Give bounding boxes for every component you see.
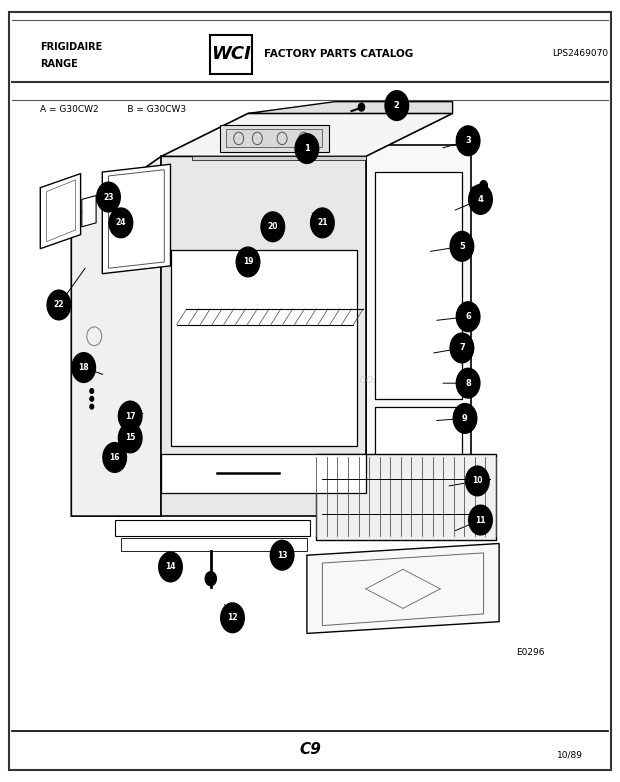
- Circle shape: [90, 389, 94, 393]
- Text: FRIGIDAIRE: FRIGIDAIRE: [40, 42, 102, 52]
- Text: 5: 5: [459, 242, 465, 251]
- Polygon shape: [71, 156, 161, 516]
- Text: 18: 18: [78, 363, 89, 372]
- Text: 16: 16: [110, 453, 120, 462]
- Text: 17: 17: [125, 411, 136, 421]
- Text: 14: 14: [166, 562, 175, 572]
- Circle shape: [159, 552, 182, 582]
- Polygon shape: [366, 145, 471, 489]
- Circle shape: [456, 368, 480, 398]
- Text: WCI: WCI: [211, 45, 251, 63]
- Text: 7: 7: [459, 343, 465, 353]
- Text: 8: 8: [465, 378, 471, 388]
- Polygon shape: [161, 156, 366, 516]
- Text: 12: 12: [228, 613, 237, 622]
- Text: 3: 3: [465, 136, 471, 145]
- Circle shape: [270, 540, 294, 570]
- Polygon shape: [316, 454, 496, 540]
- Circle shape: [221, 603, 244, 633]
- Circle shape: [118, 423, 142, 453]
- Polygon shape: [161, 454, 366, 493]
- Circle shape: [261, 212, 285, 242]
- Circle shape: [450, 333, 474, 363]
- Text: 1: 1: [304, 144, 310, 153]
- Polygon shape: [375, 172, 462, 399]
- Circle shape: [97, 182, 120, 212]
- Text: 10/89: 10/89: [557, 750, 583, 759]
- Text: eReplacementParts.com: eReplacementParts.com: [234, 373, 386, 386]
- Text: FACTORY PARTS CATALOG: FACTORY PARTS CATALOG: [264, 49, 413, 59]
- Text: 21: 21: [317, 218, 327, 228]
- Polygon shape: [220, 125, 329, 152]
- Polygon shape: [102, 164, 170, 274]
- Text: A = G30CW2          B = G30CW3: A = G30CW2 B = G30CW3: [40, 105, 187, 114]
- Circle shape: [236, 247, 260, 277]
- Polygon shape: [248, 102, 453, 113]
- Text: 10: 10: [472, 476, 482, 486]
- Circle shape: [450, 231, 474, 261]
- Text: 11: 11: [476, 515, 485, 525]
- Polygon shape: [226, 129, 322, 147]
- Text: 24: 24: [116, 218, 126, 228]
- Circle shape: [358, 103, 365, 111]
- Text: E0296: E0296: [516, 648, 544, 658]
- Circle shape: [311, 208, 334, 238]
- Polygon shape: [121, 538, 307, 551]
- Polygon shape: [192, 156, 366, 160]
- Text: 20: 20: [268, 222, 278, 231]
- Text: LPS2469070: LPS2469070: [552, 49, 608, 59]
- Circle shape: [456, 126, 480, 156]
- Polygon shape: [375, 407, 462, 473]
- Circle shape: [453, 404, 477, 433]
- Text: 19: 19: [243, 257, 253, 267]
- Text: 22: 22: [54, 300, 64, 310]
- Circle shape: [109, 208, 133, 238]
- Circle shape: [469, 185, 492, 214]
- Polygon shape: [307, 543, 499, 633]
- Circle shape: [385, 91, 409, 120]
- Text: 9: 9: [462, 414, 468, 423]
- Circle shape: [456, 302, 480, 332]
- Circle shape: [118, 401, 142, 431]
- Text: RANGE: RANGE: [40, 59, 78, 69]
- Text: C9: C9: [299, 741, 321, 757]
- Circle shape: [295, 134, 319, 163]
- Polygon shape: [40, 174, 81, 249]
- Circle shape: [103, 443, 126, 472]
- Text: 13: 13: [277, 551, 287, 560]
- Circle shape: [90, 396, 94, 401]
- Polygon shape: [82, 196, 96, 227]
- FancyBboxPatch shape: [210, 35, 252, 74]
- Text: 23: 23: [104, 192, 113, 202]
- Circle shape: [90, 404, 94, 409]
- Text: 6: 6: [465, 312, 471, 321]
- Circle shape: [469, 505, 492, 535]
- Circle shape: [47, 290, 71, 320]
- Text: 15: 15: [125, 433, 135, 443]
- Polygon shape: [115, 520, 310, 536]
- Polygon shape: [170, 250, 356, 446]
- Circle shape: [480, 181, 487, 190]
- Circle shape: [205, 572, 216, 586]
- Polygon shape: [161, 113, 453, 156]
- Circle shape: [466, 466, 489, 496]
- Text: 2: 2: [394, 101, 400, 110]
- Text: 4: 4: [477, 195, 484, 204]
- Circle shape: [72, 353, 95, 382]
